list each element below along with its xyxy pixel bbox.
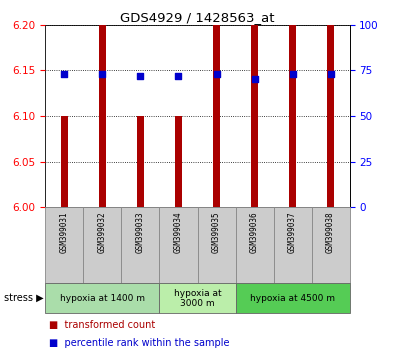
Bar: [160, 283, 235, 313]
Text: GSM399038: GSM399038: [326, 211, 335, 252]
Bar: [289, 25, 296, 207]
Bar: [61, 116, 68, 207]
Text: hypoxia at 1400 m: hypoxia at 1400 m: [60, 294, 145, 303]
Bar: [160, 207, 198, 283]
Text: hypoxia at 4500 m: hypoxia at 4500 m: [250, 294, 335, 303]
Bar: [198, 207, 235, 283]
Text: ■  transformed count: ■ transformed count: [49, 320, 156, 330]
Bar: [137, 116, 144, 207]
Text: GSM399032: GSM399032: [98, 211, 107, 252]
Bar: [327, 25, 334, 207]
Text: GSM399037: GSM399037: [288, 211, 297, 252]
Bar: [235, 207, 274, 283]
Bar: [273, 207, 312, 283]
Point: [213, 71, 220, 77]
Bar: [175, 116, 182, 207]
Point: [327, 71, 334, 77]
Point: [251, 76, 258, 82]
Bar: [213, 25, 220, 207]
Text: GSM399036: GSM399036: [250, 211, 259, 252]
Point: [61, 71, 68, 77]
Bar: [312, 207, 350, 283]
Text: GSM399033: GSM399033: [136, 211, 145, 252]
Bar: [45, 207, 83, 283]
Bar: [235, 283, 350, 313]
Bar: [99, 25, 106, 207]
Text: hypoxia at
3000 m: hypoxia at 3000 m: [174, 289, 221, 308]
Text: GSM399031: GSM399031: [60, 211, 69, 252]
Bar: [45, 283, 160, 313]
Title: GDS4929 / 1428563_at: GDS4929 / 1428563_at: [120, 11, 275, 24]
Point: [99, 71, 105, 77]
Point: [137, 73, 144, 79]
Bar: [83, 207, 122, 283]
Text: ■  percentile rank within the sample: ■ percentile rank within the sample: [49, 338, 230, 348]
Bar: [251, 25, 258, 207]
Text: stress ▶: stress ▶: [4, 293, 43, 303]
Text: GSM399034: GSM399034: [174, 211, 183, 252]
Text: GSM399035: GSM399035: [212, 211, 221, 252]
Point: [175, 73, 182, 79]
Bar: [122, 207, 160, 283]
Point: [290, 71, 296, 77]
